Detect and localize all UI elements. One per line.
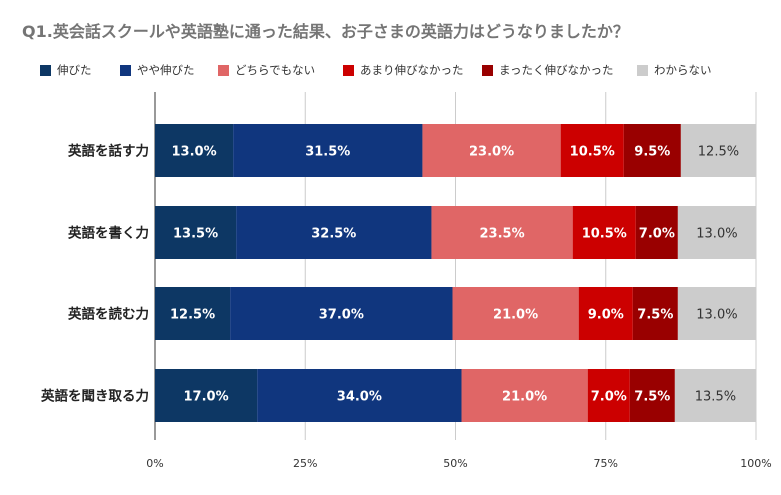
- category-label: 英語を話す力: [67, 143, 149, 160]
- data-label: 7.5%: [634, 390, 670, 405]
- bar-segment: [680, 124, 756, 177]
- bar-segment: [233, 124, 423, 177]
- bar-segment: [629, 369, 675, 422]
- bar-segment: [452, 287, 579, 340]
- data-label: 7.5%: [637, 308, 673, 323]
- data-label: 13.5%: [173, 227, 218, 242]
- legend-swatch: [40, 64, 51, 76]
- bar-segment: [674, 369, 756, 422]
- x-tick-label: 100%: [740, 457, 771, 470]
- bar-segment: [257, 369, 462, 422]
- legend-item: やや伸びた: [120, 62, 195, 78]
- bar-segment: [155, 206, 237, 259]
- bar-segment: [155, 124, 234, 177]
- data-label: 34.0%: [337, 390, 382, 405]
- data-label: 13.0%: [696, 227, 737, 242]
- bar-segment: [431, 206, 573, 259]
- bar-segment: [236, 206, 432, 259]
- x-tick-label: 50%: [443, 457, 467, 470]
- legend-item: どちらでもない: [218, 62, 315, 78]
- bar-segment: [572, 206, 636, 259]
- bar-segment: [677, 206, 756, 259]
- data-label: 17.0%: [184, 390, 229, 405]
- legend-label: 伸びた: [57, 63, 92, 77]
- bar-segment: [587, 369, 630, 422]
- category-label: 英語を書く力: [67, 225, 149, 242]
- legend-label: どちらでもない: [235, 63, 316, 77]
- data-label: 32.5%: [311, 227, 356, 242]
- bar-segment: [461, 369, 588, 422]
- legend-swatch: [343, 64, 354, 76]
- data-label: 13.0%: [172, 145, 217, 160]
- bar-segment: [632, 287, 678, 340]
- data-label: 12.5%: [698, 145, 739, 160]
- data-label: 23.0%: [469, 145, 514, 160]
- data-label: 7.0%: [591, 390, 627, 405]
- data-label: 23.5%: [480, 227, 525, 242]
- data-label: 12.5%: [170, 308, 215, 323]
- data-label: 10.5%: [582, 227, 627, 242]
- data-label: 13.5%: [695, 390, 736, 405]
- bar-segment: [230, 287, 453, 340]
- data-label: 13.0%: [696, 308, 737, 323]
- data-label: 9.5%: [634, 145, 670, 160]
- data-label: 10.5%: [570, 145, 615, 160]
- legend-swatch: [637, 64, 648, 76]
- bar-segment: [677, 287, 756, 340]
- category-label: 英語を読む力: [67, 306, 149, 323]
- x-tick-label: 0%: [146, 457, 163, 470]
- legend-item: あまり伸びなかった: [343, 62, 464, 78]
- data-label: 31.5%: [305, 145, 350, 160]
- category-label: 英語を聞き取る力: [40, 388, 149, 405]
- x-tick-label: 75%: [594, 457, 618, 470]
- chart-title: Q1.英会話スクールや英語塾に通った結果、お子さまの英語力はどうなりましたか？: [22, 22, 629, 41]
- bar-segment: [155, 287, 231, 340]
- data-label: 21.0%: [502, 390, 547, 405]
- data-label: 9.0%: [588, 308, 624, 323]
- legend-label: あまり伸びなかった: [360, 63, 464, 77]
- data-label: 21.0%: [493, 308, 538, 323]
- data-label: 37.0%: [319, 308, 364, 323]
- legend-swatch: [482, 64, 493, 76]
- bar-segment: [623, 124, 681, 177]
- legend-label: わからない: [654, 63, 712, 77]
- legend-item: まったく伸びなかった: [482, 62, 614, 78]
- bar-segment: [578, 287, 633, 340]
- legend-item: わからない: [637, 62, 712, 78]
- bar-segment: [155, 369, 258, 422]
- legend-swatch: [218, 64, 229, 76]
- legend-label: やや伸びた: [137, 63, 195, 77]
- bar-segment: [560, 124, 624, 177]
- legend-item: 伸びた: [40, 62, 92, 78]
- bar-segment: [635, 206, 678, 259]
- x-tick-label: 25%: [293, 457, 317, 470]
- legend-swatch: [120, 64, 131, 76]
- bar-segment: [422, 124, 561, 177]
- legend-label: まったく伸びなかった: [499, 63, 614, 77]
- data-label: 7.0%: [639, 227, 675, 242]
